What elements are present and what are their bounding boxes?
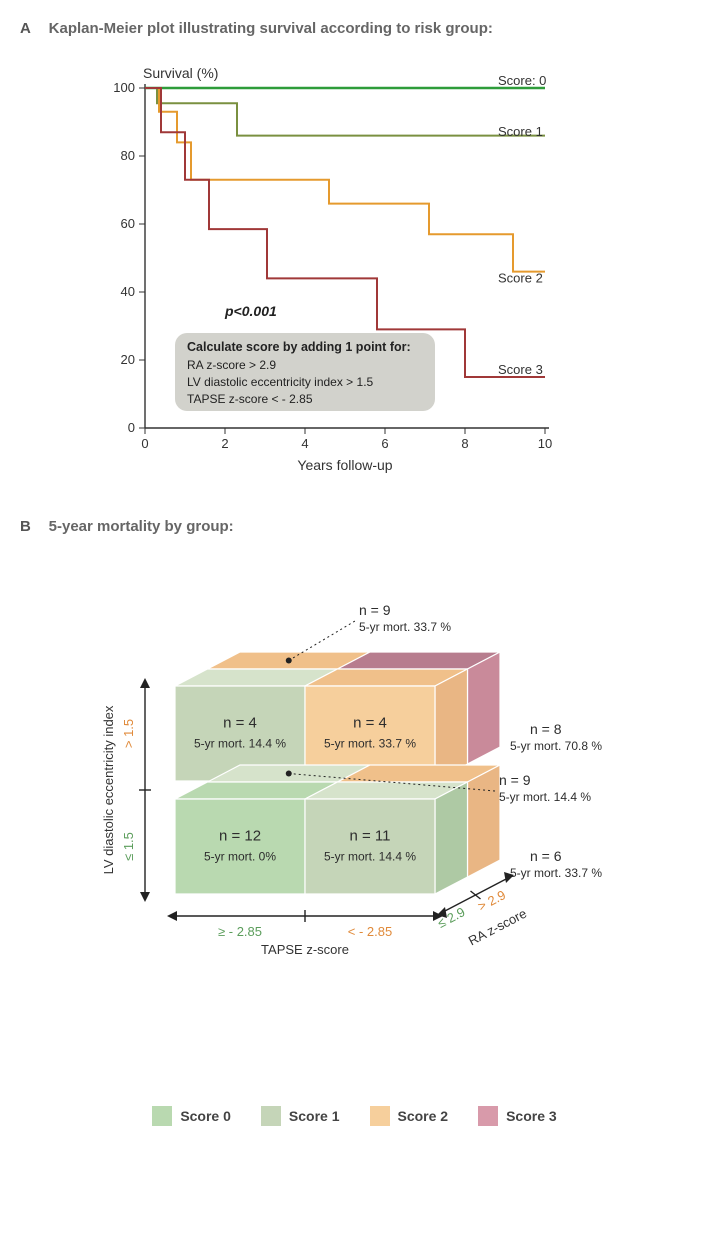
svg-text:n = 9: n = 9 [359, 602, 391, 618]
svg-text:0: 0 [141, 436, 148, 451]
svg-text:40: 40 [120, 284, 134, 299]
cube-svg: n = 4 5-yr mort. 14.4 % n = 4 5-yr mort. 33… [55, 566, 655, 1086]
svg-text:> 2.9: > 2.9 [475, 887, 508, 914]
legend-label-2: Score 2 [398, 1108, 449, 1124]
swatch-1 [261, 1106, 281, 1126]
swatch-3 [478, 1106, 498, 1126]
svg-text:LV diastolic eccentricity inde: LV diastolic eccentricity index [101, 705, 116, 874]
svg-text:Score: 0: Score: 0 [498, 73, 546, 88]
panel-a-label: A [20, 20, 31, 37]
svg-text:60: 60 [120, 216, 134, 231]
svg-text:Years follow-up: Years follow-up [297, 457, 392, 473]
svg-text:0: 0 [127, 420, 134, 435]
panel-b-title: 5-year mortality by group: [49, 518, 234, 535]
svg-text:100: 100 [113, 80, 135, 95]
svg-text:RA z-score: RA z-score [465, 906, 528, 949]
svg-text:≥ - 2.85: ≥ - 2.85 [218, 924, 262, 939]
svg-text:n = 12: n = 12 [218, 828, 260, 845]
svg-text:10: 10 [537, 436, 551, 451]
svg-text:5-yr mort. 70.8 %: 5-yr mort. 70.8 % [510, 739, 602, 753]
info-box-line-1: LV diastolic eccentricity index > 1.5 [187, 375, 374, 389]
svg-text:5-yr mort. 33.7 %: 5-yr mort. 33.7 % [510, 866, 602, 880]
svg-text:n = 6: n = 6 [530, 848, 562, 864]
legend-item-2: Score 2 [370, 1106, 449, 1126]
panel-b: n = 4 5-yr mort. 14.4 % n = 4 5-yr mort. 33… [55, 566, 655, 1091]
info-box-title: Calculate score by adding 1 point for: [187, 340, 411, 354]
legend-label-0: Score 0 [180, 1108, 231, 1124]
panel-a-title: Kaplan-Meier plot illustrating survival … [49, 20, 493, 37]
svg-text:> 1.5: > 1.5 [121, 719, 136, 748]
svg-text:2: 2 [221, 436, 228, 451]
svg-text:< - 2.85: < - 2.85 [347, 924, 391, 939]
svg-text:n = 8: n = 8 [530, 721, 562, 737]
svg-text:Score 3: Score 3 [498, 362, 543, 377]
km-plot: 0246810020406080100Years follow-upSurviv… [75, 58, 635, 478]
info-box-line-0: RA z-score > 2.9 [187, 358, 276, 372]
svg-text:20: 20 [120, 352, 134, 367]
legend-label-1: Score 1 [289, 1108, 340, 1124]
svg-text:8: 8 [461, 436, 468, 451]
legend-item-3: Score 3 [478, 1106, 557, 1126]
svg-text:≤ 2.9: ≤ 2.9 [434, 904, 466, 931]
legend-label-3: Score 3 [506, 1108, 557, 1124]
svg-text:6: 6 [381, 436, 388, 451]
svg-text:n = 9: n = 9 [499, 772, 531, 788]
km-svg: 0246810020406080100Years follow-upSurviv… [75, 58, 635, 478]
svg-text:5-yr mort. 33.7 %: 5-yr mort. 33.7 % [323, 737, 415, 751]
svg-text:5-yr mort. 14.4 %: 5-yr mort. 14.4 % [499, 790, 591, 804]
panel-a-header: A Kaplan-Meier plot illustrating surviva… [20, 20, 689, 38]
svg-text:Score 2: Score 2 [498, 270, 543, 285]
legend: Score 0 Score 1 Score 2 Score 3 [20, 1106, 689, 1126]
legend-item-0: Score 0 [152, 1106, 231, 1126]
svg-text:n = 4: n = 4 [223, 715, 257, 732]
svg-text:TAPSE z-score: TAPSE z-score [261, 942, 349, 957]
svg-text:≤ 1.5: ≤ 1.5 [121, 832, 136, 861]
legend-item-1: Score 1 [261, 1106, 340, 1126]
swatch-0 [152, 1106, 172, 1126]
svg-text:n = 4: n = 4 [353, 715, 387, 732]
svg-text:80: 80 [120, 148, 134, 163]
swatch-2 [370, 1106, 390, 1126]
svg-text:Survival (%): Survival (%) [143, 65, 218, 81]
panel-b-header: B 5-year mortality by group: [20, 518, 689, 536]
svg-text:5-yr mort. 0%: 5-yr mort. 0% [203, 850, 275, 864]
panel-b-label: B [20, 518, 31, 535]
svg-text:5-yr mort. 14.4 %: 5-yr mort. 14.4 % [193, 737, 285, 751]
svg-text:5-yr mort. 33.7 %: 5-yr mort. 33.7 % [359, 620, 451, 634]
svg-text:n = 11: n = 11 [349, 828, 390, 845]
svg-text:5-yr mort. 14.4 %: 5-yr mort. 14.4 % [323, 850, 415, 864]
svg-text:Score 1: Score 1 [498, 124, 543, 139]
p-value: p<0.001 [224, 303, 277, 319]
svg-text:4: 4 [301, 436, 308, 451]
info-box-line-2: TAPSE z-score < - 2.85 [187, 392, 313, 406]
